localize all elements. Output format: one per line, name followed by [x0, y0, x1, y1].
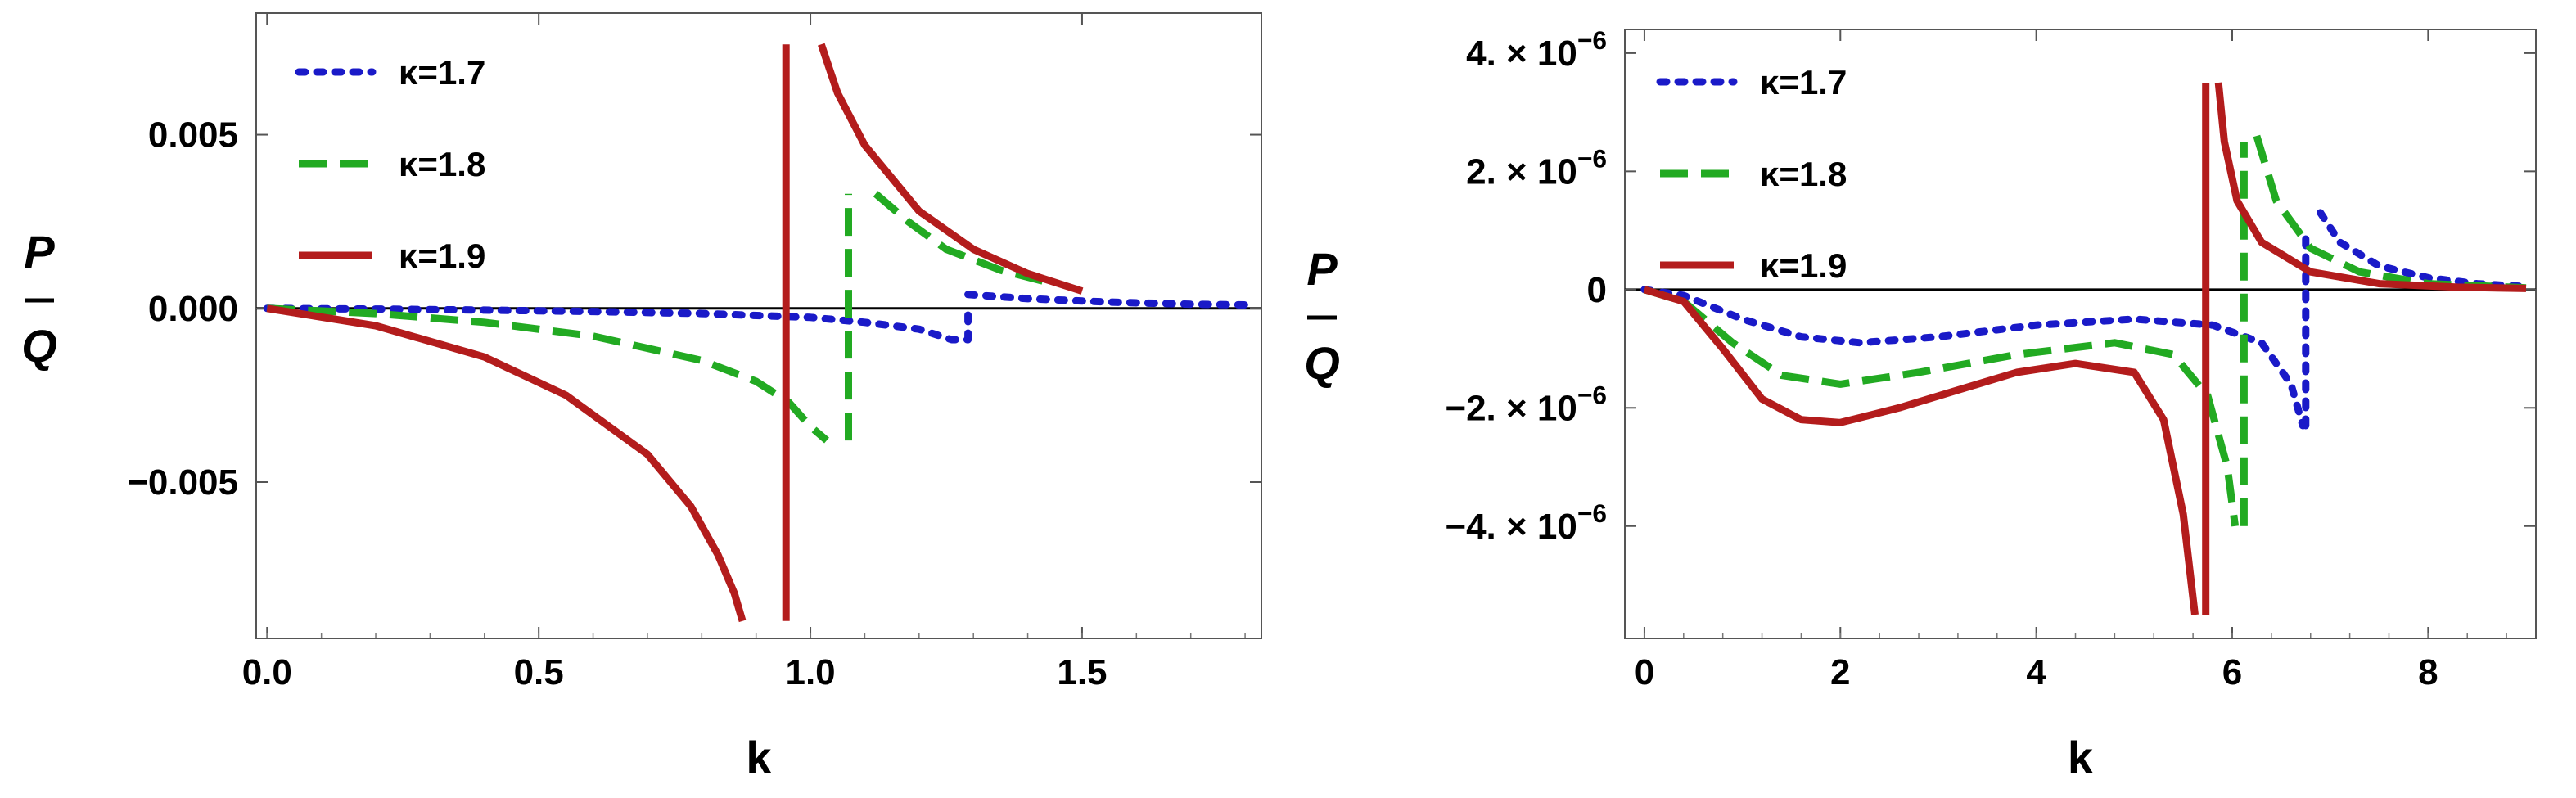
x-axis-label: k — [2068, 732, 2094, 783]
y-tick-label: 0.000 — [148, 289, 238, 329]
left-panel: 0.0 0.5 1.0 1.50.0050.000−0.005kPQκ=1.7κ=1.… — [21, 12, 1262, 783]
x-tick-label: 1.0 — [785, 652, 835, 692]
series-line-1-segment — [964, 291, 1249, 309]
right-panel: 0 2 4 6 8 4. × 10−6 2. × 10−6 0 −2. × 10−6 −4. × … — [1304, 25, 2537, 783]
series-3 — [1643, 82, 2527, 615]
legend: κ=1.7 κ=1.8 κ=1.9 — [1656, 63, 1847, 285]
legend-label: κ=1.7 — [1760, 63, 1847, 101]
legend-label: κ=1.7 — [399, 53, 485, 92]
legend-label: κ=1.8 — [399, 145, 485, 183]
series-2 — [1643, 134, 2527, 527]
y-axis-label-top: P — [1306, 243, 1338, 295]
y-axis-label-top: P — [24, 226, 55, 277]
series-line-3-segment — [818, 43, 1084, 295]
series-line-1-segment — [1640, 286, 2307, 430]
series-line-2-segment — [267, 304, 829, 444]
y-tick-label: 0.005 — [148, 115, 238, 156]
y-tick-label: 2. × 10−6 — [1466, 143, 1607, 192]
series-line-2-segment — [1643, 286, 2240, 527]
legend-label: κ=1.9 — [1760, 246, 1847, 285]
y-tick-label: −0.005 — [127, 462, 238, 503]
x-tick-label: 2 — [1830, 652, 1850, 692]
y-axis-label-bottom: Q — [1304, 337, 1340, 389]
series-1 — [1640, 209, 2530, 430]
x-tick-label: 6 — [2222, 652, 2242, 692]
legend-label: κ=1.9 — [399, 237, 485, 275]
plot-frame — [1624, 29, 2537, 639]
series-line-2-segment — [873, 191, 1056, 288]
series-3 — [266, 43, 1084, 623]
y-tick-label: 4. × 10−6 — [1466, 25, 1607, 74]
y-tick-label: −4. × 10−6 — [1445, 498, 1607, 547]
series-line-3-segment — [2214, 82, 2527, 292]
x-tick-label: 0.5 — [514, 652, 564, 692]
x-axis-label: k — [746, 732, 772, 783]
y-axis-label-bottom: Q — [21, 320, 57, 372]
legend-label: κ=1.8 — [1760, 155, 1847, 193]
x-tick-label: 0.0 — [242, 652, 292, 692]
series-2 — [267, 191, 1056, 444]
x-tick-label: 0 — [1635, 652, 1654, 692]
y-tick-label: −2. × 10−6 — [1445, 380, 1607, 428]
series-line-3-segment — [1643, 286, 2199, 615]
series-line-1-segment — [263, 304, 972, 344]
y-tick-label: 0 — [1587, 270, 1607, 310]
series-line-3-segment — [266, 304, 747, 623]
x-tick-label: 1.5 — [1057, 652, 1107, 692]
series-1 — [263, 291, 1249, 344]
plot-frame — [255, 12, 1262, 639]
x-tick-label: 4 — [2026, 652, 2046, 692]
x-tick-label: 8 — [2418, 652, 2438, 692]
legend: κ=1.7 κ=1.8 κ=1.9 — [295, 53, 485, 275]
